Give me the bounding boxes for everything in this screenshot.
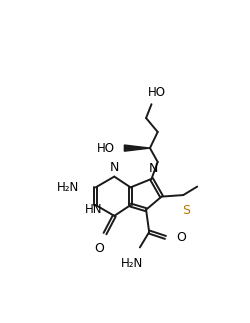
Text: O: O (176, 231, 186, 244)
Text: N: N (109, 161, 118, 173)
Text: HN: HN (84, 203, 102, 216)
Text: HO: HO (97, 141, 114, 155)
Text: HO: HO (147, 86, 165, 99)
Text: H₂N: H₂N (57, 181, 79, 194)
Text: H₂N: H₂N (120, 257, 143, 270)
Text: N: N (148, 162, 157, 175)
Text: S: S (182, 203, 190, 216)
Text: O: O (94, 242, 104, 255)
Polygon shape (124, 145, 149, 151)
